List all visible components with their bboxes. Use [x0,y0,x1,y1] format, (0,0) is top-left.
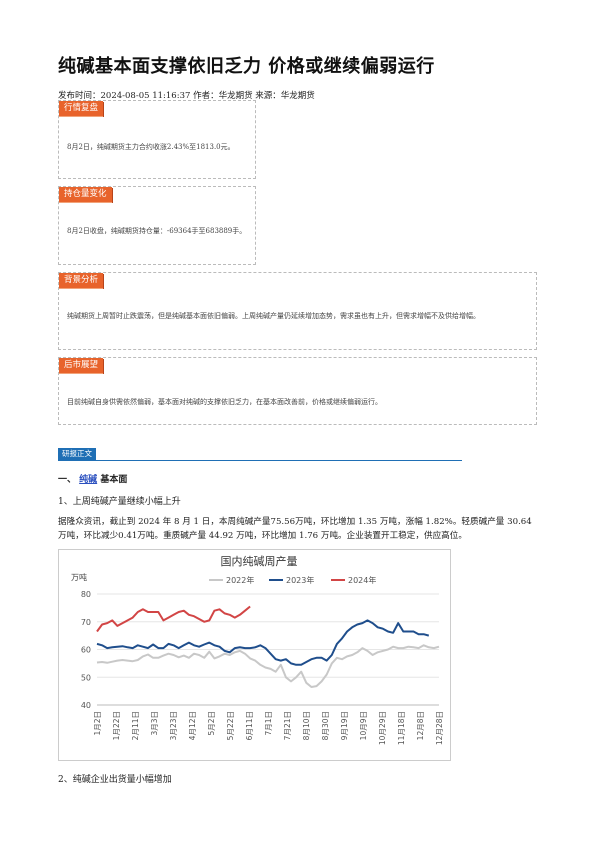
x-tick-label: 1月2日 [93,711,102,736]
x-tick-label: 12月28日 [435,711,444,745]
report-body-divider [58,460,462,461]
review-text: 8月2日，纯碱期货主力合约收涨2.43%至1813.0元。 [67,143,235,151]
x-tick-label: 5月22日 [226,711,235,740]
outlook-text: 目前纯碱自身供需依然偏弱，基本面对纯碱的支撑依旧乏力，在基本面改善前，价格或继续… [67,398,382,406]
position-box: 持仓量变化 8月2日收盘，纯碱期货持仓量：-69364手至683889手。 [58,186,256,265]
x-tick-label: 11月18日 [397,711,406,745]
y-tick-label: 80 [81,590,91,599]
section-heading: 一、 纯碱 基本面 [58,472,127,485]
x-tick-label: 8月10日 [302,711,311,740]
review-box: 行情复盘 8月2日，纯碱期货主力合约收涨2.43%至1813.0元。 [58,100,256,179]
outlook-box: 后市展望 目前纯碱自身供需依然偏弱，基本面对纯碱的支撑依旧乏力，在基本面改善前，… [58,357,537,425]
y-tick-label: 70 [81,618,91,627]
soda-ash-link[interactable]: 纯碱 [79,475,98,485]
position-text: 8月2日收盘，纯碱期货持仓量：-69364手至683889手。 [67,227,247,235]
x-tick-label: 10月29日 [378,711,387,745]
chart-svg: 国内纯碱周产量 万吨 2022年 2023年 2024年 40 50 60 70 80 1月… [71,554,444,745]
x-tick-label: 8月30日 [321,711,330,740]
weekly-production-chart: 国内纯碱周产量 万吨 2022年 2023年 2024年 40 50 60 70 80 1月… [58,549,451,761]
series-line [96,619,430,666]
x-tick-label: 2月11日 [131,711,140,740]
y-axis-label: 万吨 [71,572,87,582]
x-tick-label: 10月9日 [359,711,368,740]
subheading-production: 1、上周纯碱产量继续小幅上升 [58,497,181,507]
legend-label: 2022年 [226,575,254,585]
x-tick-label: 3月23日 [169,711,178,740]
series-line [96,605,251,633]
x-tick-label: 7月21日 [283,711,292,740]
legend-label: 2024年 [348,575,376,585]
y-tick-label: 50 [81,673,91,682]
section-heading-suffix: 基本面 [100,475,128,485]
background-box: 背景分析 纯碱期货上周暂时止跌震荡，但是纯碱基本面依旧偏弱。上周纯碱产量仍延续增… [58,272,537,350]
outlook-tag: 后市展望 [59,358,104,374]
x-tick-label: 6月11日 [245,711,254,740]
position-tag: 持仓量变化 [59,187,112,203]
production-paragraph: 据隆众资讯，截止到 2024 年 8 月 1 日，本周纯碱产量75.56万吨，环… [58,517,532,541]
article-meta: 发布时间：2024-08-05 11:16:37 作者：华龙期货 来源：华龙期货 [58,91,315,101]
x-tick-label: 7月1日 [264,711,273,736]
x-tick-label: 3月3日 [150,711,159,736]
report-body-tag: 研报正文 [58,448,96,460]
x-tick-label: 12月8日 [416,711,425,740]
background-text: 纯碱期货上周暂时止跌震荡，但是纯碱基本面依旧偏弱。上周纯碱产量仍延续增加态势，需… [67,312,480,320]
subheading-shipments: 2、纯碱企业出货量小幅增加 [58,775,172,785]
chart-title: 国内纯碱周产量 [221,554,298,568]
review-tag: 行情复盘 [59,101,104,117]
background-tag: 背景分析 [59,273,104,289]
x-tick-label: 4月12日 [188,711,197,740]
chart-series [96,605,440,688]
x-tick-label: 1月22日 [112,711,121,740]
article-title: 纯碱基本面支撑依旧乏力 价格或继续偏弱运行 [58,56,435,77]
x-tick-label: 9月19日 [340,711,349,740]
series-line [96,644,440,688]
x-tick-label: 5月2日 [207,711,216,736]
section-number: 一、 [58,475,77,485]
y-tick-label: 40 [81,701,91,710]
y-tick-label: 60 [81,646,91,655]
x-axis: 1月2日 1月22日 2月11日 3月3日 3月23日 4月12日 5月2日 5月22日 6月1… [93,704,444,745]
chart-legend: 2022年 2023年 2024年 [209,575,376,585]
legend-label: 2023年 [286,575,314,585]
